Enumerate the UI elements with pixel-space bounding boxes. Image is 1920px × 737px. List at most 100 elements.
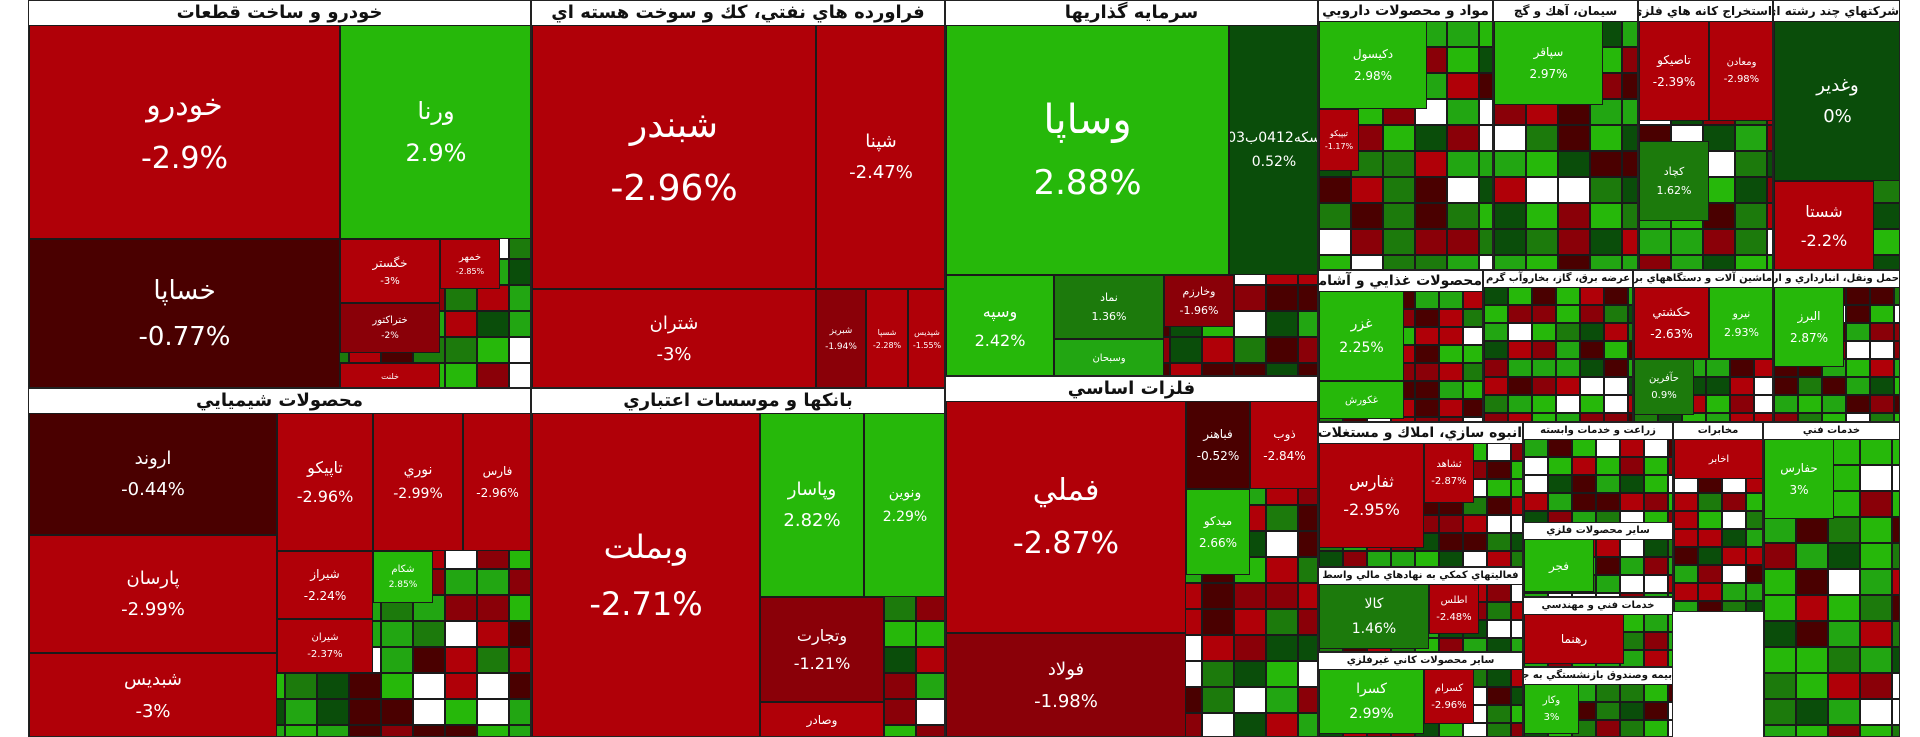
stock-tile[interactable]: غكورش bbox=[1319, 381, 1404, 419]
minor-tile[interactable] bbox=[884, 621, 916, 647]
minor-tile[interactable] bbox=[1892, 621, 1899, 647]
minor-tile[interactable] bbox=[916, 595, 944, 621]
stock-tile[interactable]: كسرا 2.99% bbox=[1319, 669, 1424, 734]
minor-tile[interactable] bbox=[1644, 493, 1668, 511]
minor-tile[interactable] bbox=[1383, 229, 1415, 255]
minor-tile[interactable] bbox=[1698, 529, 1722, 547]
minor-tile[interactable] bbox=[1484, 287, 1508, 305]
minor-tile[interactable] bbox=[1604, 287, 1628, 305]
minor-tile[interactable] bbox=[1415, 177, 1447, 203]
minor-tile[interactable] bbox=[509, 647, 530, 673]
minor-tile[interactable] bbox=[1463, 638, 1487, 651]
minor-tile[interactable] bbox=[1319, 203, 1351, 229]
minor-tile[interactable] bbox=[1846, 287, 1870, 305]
minor-tile[interactable] bbox=[1415, 203, 1447, 229]
minor-tile[interactable] bbox=[317, 699, 349, 725]
minor-tile[interactable] bbox=[381, 647, 413, 673]
minor-tile[interactable] bbox=[1622, 47, 1637, 73]
minor-tile[interactable] bbox=[477, 311, 509, 337]
minor-tile[interactable] bbox=[1508, 323, 1532, 341]
minor-tile[interactable] bbox=[1558, 229, 1590, 255]
minor-tile[interactable] bbox=[1447, 73, 1479, 99]
minor-tile[interactable] bbox=[1596, 439, 1620, 457]
minor-tile[interactable] bbox=[1620, 475, 1644, 493]
minor-tile[interactable] bbox=[1735, 125, 1767, 151]
stock-tile[interactable]: حفارس 3% bbox=[1764, 439, 1834, 519]
minor-tile[interactable] bbox=[1556, 377, 1580, 395]
minor-tile[interactable] bbox=[1596, 457, 1620, 475]
stock-tile[interactable]: كالا 1.46% bbox=[1319, 584, 1429, 649]
minor-tile[interactable] bbox=[1846, 323, 1870, 341]
minor-tile[interactable] bbox=[1234, 713, 1266, 736]
minor-tile[interactable] bbox=[1487, 705, 1511, 723]
minor-tile[interactable] bbox=[1894, 323, 1899, 341]
minor-tile[interactable] bbox=[1447, 21, 1479, 47]
minor-tile[interactable] bbox=[1870, 395, 1894, 413]
minor-tile[interactable] bbox=[1596, 684, 1620, 702]
minor-tile[interactable] bbox=[1892, 465, 1899, 491]
minor-tile[interactable] bbox=[1604, 359, 1628, 377]
minor-tile[interactable] bbox=[1447, 99, 1479, 125]
minor-tile[interactable] bbox=[445, 647, 477, 673]
minor-tile[interactable] bbox=[1668, 614, 1672, 632]
minor-tile[interactable] bbox=[1822, 377, 1846, 395]
minor-tile[interactable] bbox=[916, 621, 944, 647]
minor-tile[interactable] bbox=[1596, 539, 1620, 557]
minor-tile[interactable] bbox=[1644, 439, 1668, 457]
minor-tile[interactable] bbox=[1644, 632, 1668, 650]
minor-tile[interactable] bbox=[1828, 595, 1860, 621]
minor-tile[interactable] bbox=[509, 285, 530, 311]
minor-tile[interactable] bbox=[1746, 511, 1762, 529]
minor-tile[interactable] bbox=[1746, 547, 1762, 565]
minor-tile[interactable] bbox=[477, 699, 509, 725]
stock-tile[interactable]: خلنت bbox=[340, 363, 440, 387]
minor-tile[interactable] bbox=[916, 673, 944, 699]
minor-tile[interactable] bbox=[1764, 569, 1796, 595]
minor-tile[interactable] bbox=[1415, 151, 1447, 177]
minor-tile[interactable] bbox=[1860, 569, 1892, 595]
minor-tile[interactable] bbox=[1524, 439, 1548, 457]
minor-tile[interactable] bbox=[884, 673, 916, 699]
minor-tile[interactable] bbox=[1604, 377, 1628, 395]
stock-tile[interactable]: ونوين 2.29% bbox=[864, 413, 944, 597]
minor-tile[interactable] bbox=[1556, 323, 1580, 341]
minor-tile[interactable] bbox=[1754, 413, 1772, 421]
minor-tile[interactable] bbox=[1596, 475, 1620, 493]
minor-tile[interactable] bbox=[1774, 395, 1798, 413]
minor-tile[interactable] bbox=[1479, 255, 1492, 269]
stock-tile[interactable]: اخابر bbox=[1674, 439, 1762, 479]
stock-tile[interactable]: خگستر -3% bbox=[340, 239, 440, 303]
minor-tile[interactable] bbox=[1730, 413, 1754, 421]
minor-tile[interactable] bbox=[1463, 723, 1487, 736]
minor-tile[interactable] bbox=[1622, 151, 1637, 177]
stock-tile[interactable]: وصادر bbox=[760, 702, 884, 736]
minor-tile[interactable] bbox=[1572, 493, 1596, 511]
minor-tile[interactable] bbox=[1532, 377, 1556, 395]
minor-tile[interactable] bbox=[1487, 515, 1511, 533]
minor-tile[interactable] bbox=[1548, 493, 1572, 511]
minor-tile[interactable] bbox=[1463, 363, 1482, 381]
minor-tile[interactable] bbox=[1383, 177, 1415, 203]
minor-tile[interactable] bbox=[1639, 255, 1671, 269]
minor-tile[interactable] bbox=[916, 699, 944, 725]
minor-tile[interactable] bbox=[1622, 255, 1637, 269]
minor-tile[interactable] bbox=[1439, 291, 1463, 309]
minor-tile[interactable] bbox=[1383, 203, 1415, 229]
stock-tile[interactable]: شسپا -2.28% bbox=[866, 289, 908, 387]
minor-tile[interactable] bbox=[1439, 363, 1463, 381]
minor-tile[interactable] bbox=[1892, 595, 1899, 621]
minor-tile[interactable] bbox=[1298, 337, 1317, 363]
stock-tile[interactable]: وسبحان bbox=[1054, 339, 1164, 375]
minor-tile[interactable] bbox=[1870, 287, 1894, 305]
minor-tile[interactable] bbox=[1622, 229, 1637, 255]
minor-tile[interactable] bbox=[1234, 311, 1266, 337]
minor-tile[interactable] bbox=[1604, 395, 1628, 413]
minor-tile[interactable] bbox=[1532, 341, 1556, 359]
minor-tile[interactable] bbox=[1266, 609, 1298, 635]
minor-tile[interactable] bbox=[1415, 327, 1439, 345]
minor-tile[interactable] bbox=[1558, 255, 1590, 269]
minor-tile[interactable] bbox=[1511, 551, 1522, 566]
minor-tile[interactable] bbox=[1494, 177, 1526, 203]
stock-tile[interactable]: وخارزم -1.96% bbox=[1164, 275, 1234, 327]
minor-tile[interactable] bbox=[1548, 439, 1572, 457]
